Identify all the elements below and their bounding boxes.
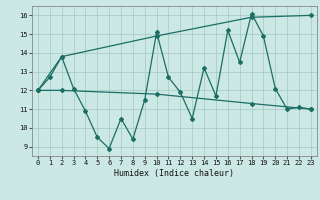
X-axis label: Humidex (Indice chaleur): Humidex (Indice chaleur) bbox=[115, 169, 234, 178]
